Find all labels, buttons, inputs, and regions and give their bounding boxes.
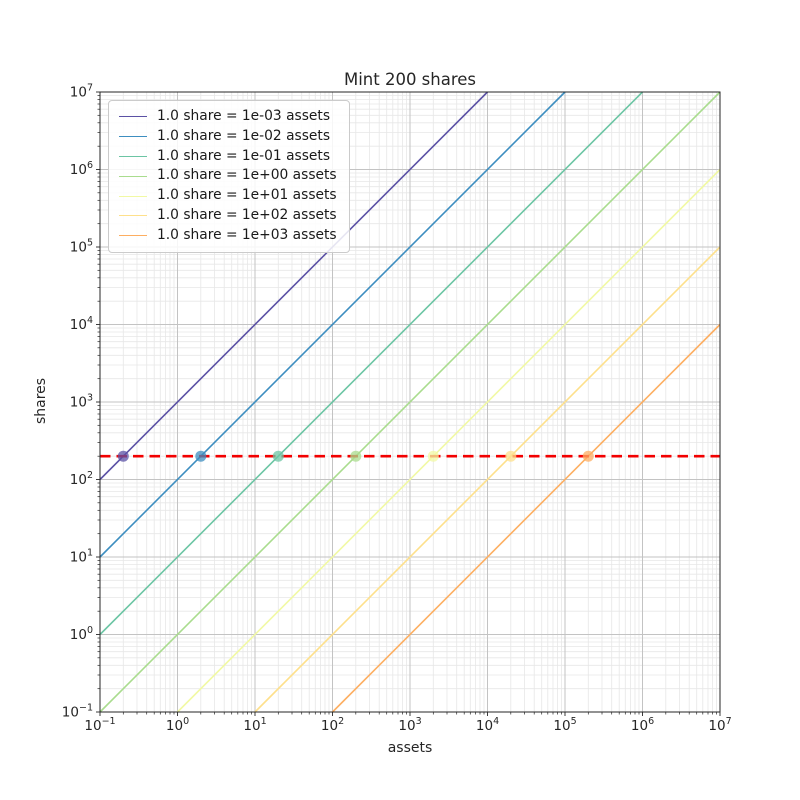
legend-label: 1.0 share = 1e+03 assets xyxy=(157,226,337,243)
x-tick-label: 107 xyxy=(708,716,731,734)
x-tick-label: 100 xyxy=(166,716,189,734)
y-tick-label: 106 xyxy=(70,160,93,178)
y-tick-label: 101 xyxy=(70,548,93,566)
marker-dot xyxy=(350,450,362,462)
legend-line-swatch xyxy=(119,116,147,118)
series-line xyxy=(176,168,721,713)
legend-item: 1.0 share = 1e-03 assets xyxy=(119,107,337,127)
series-line xyxy=(331,323,721,713)
marker-dot xyxy=(117,450,129,462)
chart-title: Mint 200 shares xyxy=(343,70,477,89)
y-tick-label: 107 xyxy=(70,83,93,101)
series-line xyxy=(99,91,721,713)
x-tick-label: 103 xyxy=(398,716,421,734)
legend-item: 1.0 share = 1e+00 assets xyxy=(119,166,337,186)
legend-line-swatch xyxy=(119,155,147,157)
x-axis-label: assets xyxy=(387,740,433,756)
series-line xyxy=(99,91,566,558)
legend-label: 1.0 share = 1e+00 assets xyxy=(157,167,337,184)
y-tick-label: 104 xyxy=(70,315,93,333)
y-tick-label: 102 xyxy=(70,470,93,488)
y-tick-label: 103 xyxy=(70,393,93,411)
marker-dot xyxy=(272,450,284,462)
legend-label: 1.0 share = 1e-02 assets xyxy=(157,127,331,144)
legend-item: 1.0 share = 1e-01 assets xyxy=(119,147,337,167)
legend-item: 1.0 share = 1e+01 assets xyxy=(119,186,337,206)
legend-item: 1.0 share = 1e-02 assets xyxy=(119,127,337,147)
x-tick-label: 10−1 xyxy=(84,716,115,734)
marker-dot xyxy=(427,450,439,462)
series-line xyxy=(99,91,644,636)
legend-item: 1.0 share = 1e+02 assets xyxy=(119,206,337,226)
marker-dot xyxy=(582,450,594,462)
legend-item: 1.0 share = 1e+03 assets xyxy=(119,226,337,246)
series-line xyxy=(99,91,489,481)
series-line xyxy=(254,246,721,713)
legend-label: 1.0 share = 1e+02 assets xyxy=(157,206,337,223)
legend-line-swatch xyxy=(119,235,147,237)
legend-label: 1.0 share = 1e-03 assets xyxy=(157,108,331,124)
legend-line-swatch xyxy=(119,136,147,138)
x-tick-label: 101 xyxy=(243,716,266,734)
legend-line-swatch xyxy=(119,195,147,197)
legend-line-swatch xyxy=(119,175,147,177)
x-tick-label: 102 xyxy=(321,716,344,734)
x-tick-label: 105 xyxy=(553,716,576,734)
x-tick-label: 106 xyxy=(631,716,654,734)
legend-line-swatch xyxy=(119,215,147,217)
y-tick-label: 10−1 xyxy=(62,703,93,721)
x-tick-label: 104 xyxy=(476,716,499,734)
marker-dot xyxy=(195,450,207,462)
legend-label: 1.0 share = 1e-01 assets xyxy=(157,147,331,164)
legend: 1.0 share = 1e-03 assets 1.0 share = 1e-0… xyxy=(108,100,350,253)
marker-dot xyxy=(505,450,517,462)
y-tick-label: 105 xyxy=(70,238,93,256)
legend-label: 1.0 share = 1e+01 assets xyxy=(157,187,337,204)
y-tick-label: 100 xyxy=(70,625,93,643)
